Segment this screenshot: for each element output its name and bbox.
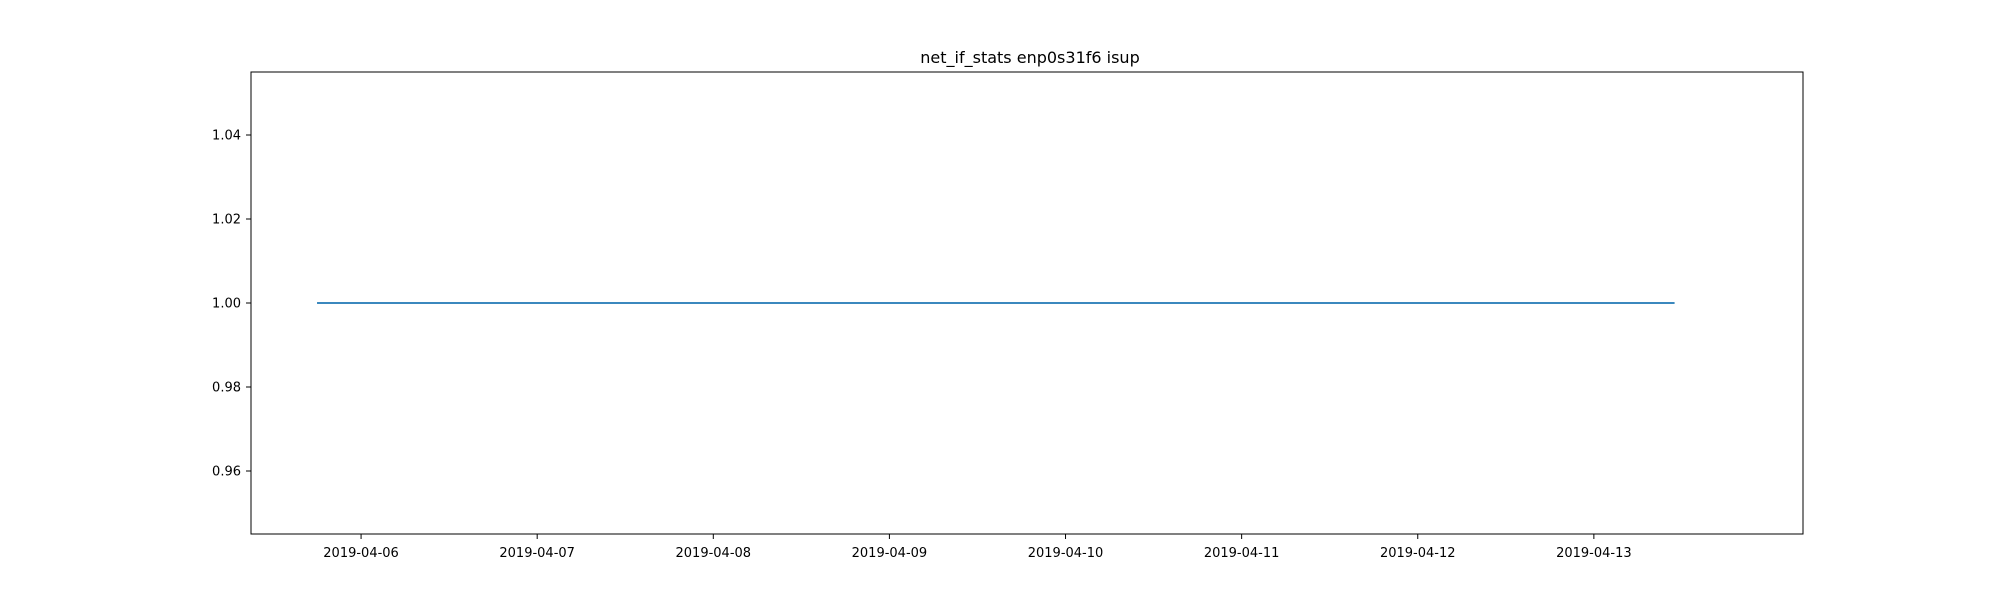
x-tick-label: 2019-04-08	[676, 546, 752, 561]
y-tick-label: 1.02	[212, 213, 241, 228]
y-tick-label: 1.04	[212, 129, 241, 144]
x-tick-label: 2019-04-13	[1556, 546, 1632, 561]
y-tick-label: 0.98	[212, 381, 241, 396]
x-tick-label: 2019-04-12	[1380, 546, 1456, 561]
y-tick-label: 0.96	[212, 465, 241, 480]
chart-title: net_if_stats enp0s31f6 isup	[920, 48, 1139, 68]
x-tick-label: 2019-04-10	[1028, 546, 1104, 561]
x-tick-label: 2019-04-06	[323, 546, 399, 561]
x-tick-label: 2019-04-07	[499, 546, 575, 561]
y-tick-label: 1.00	[212, 297, 241, 312]
x-tick-label: 2019-04-11	[1204, 546, 1280, 561]
plot-area: 0.96 0.98 1.00 1.02 1.04 2019-04-06 2019-04-07…	[212, 71, 1804, 561]
x-tick-label: 2019-04-09	[852, 546, 928, 561]
